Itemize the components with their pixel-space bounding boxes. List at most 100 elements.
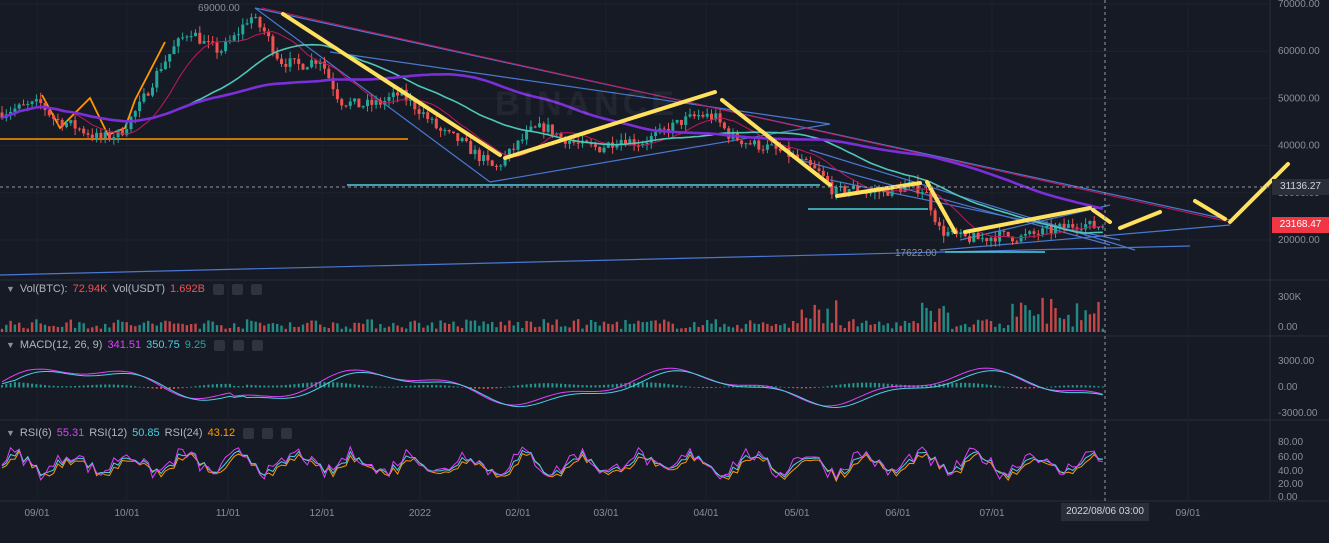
candle-body <box>267 31 271 37</box>
close-icon[interactable] <box>281 427 293 439</box>
macd-histogram-bar <box>177 387 180 389</box>
volume-bar <box>91 327 94 332</box>
candle-body <box>202 41 206 44</box>
candle-body <box>538 123 541 128</box>
candle-body <box>654 132 658 136</box>
close-icon[interactable] <box>252 339 264 351</box>
volume-bar <box>301 324 305 332</box>
collapse-arrow-icon[interactable]: ▼ <box>6 340 15 350</box>
candle-body <box>813 165 817 169</box>
candle-body <box>241 24 245 35</box>
volume-bar <box>1011 303 1014 332</box>
time-tick-label: 2022 <box>409 508 432 519</box>
macd-histogram-bar <box>366 385 369 388</box>
candle-body <box>985 238 989 242</box>
candle-body <box>903 185 907 192</box>
macd-histogram-bar <box>706 387 709 388</box>
volume-bar <box>800 309 803 332</box>
volume-bar <box>78 322 81 332</box>
settings-icon[interactable] <box>214 339 226 351</box>
volume-bar <box>581 328 584 332</box>
candle-body <box>142 93 146 102</box>
macd-histogram-bar <box>929 384 932 388</box>
candle-body <box>1002 230 1006 232</box>
macd-histogram-bar <box>676 385 679 388</box>
macd-histogram-bar <box>663 383 666 388</box>
macd-histogram-bar <box>947 383 949 388</box>
candle-body <box>662 128 666 130</box>
collapse-arrow-icon[interactable]: ▼ <box>6 428 15 438</box>
volume-bar <box>430 322 434 332</box>
macd-histogram-bar <box>826 386 829 388</box>
candle-body <box>589 142 593 145</box>
macd-histogram-bar <box>1015 387 1018 389</box>
macd-histogram-bar <box>1071 385 1074 388</box>
candle-body <box>800 158 804 160</box>
hide-icon[interactable] <box>231 283 243 295</box>
candle-body <box>271 36 275 53</box>
volume-bar <box>362 323 365 332</box>
volume-bar <box>839 325 842 332</box>
macd-histogram-bar <box>542 383 545 388</box>
drawing-stroke <box>503 90 717 160</box>
candle-body <box>447 130 451 132</box>
volume-bar <box>693 322 696 332</box>
macd-histogram-bar <box>392 386 395 388</box>
volume-bar <box>572 320 576 332</box>
volume-bar <box>508 320 511 332</box>
candle-body <box>434 118 438 129</box>
macd-histogram-bar <box>684 386 687 388</box>
macd-histogram-bar <box>370 386 373 388</box>
volume-bar <box>276 323 279 332</box>
volume-bar <box>620 328 623 332</box>
volume-bar <box>761 322 765 332</box>
candle-body <box>546 124 550 132</box>
settings-icon[interactable] <box>243 427 255 439</box>
candle-body <box>499 165 503 167</box>
macd-histogram-bar <box>1058 385 1061 388</box>
candle-body <box>671 122 675 133</box>
volume-bar <box>796 323 799 332</box>
macd-histogram-bar <box>198 385 201 388</box>
candle-body <box>125 129 129 136</box>
trendline <box>489 123 831 183</box>
macd-histogram-bar <box>955 382 958 388</box>
candle-body <box>280 58 283 64</box>
candle-body <box>972 232 976 242</box>
volume-bar <box>323 326 326 332</box>
volume-bar <box>568 327 571 332</box>
candle-body <box>684 116 688 125</box>
volume-bar <box>159 322 163 332</box>
settings-icon[interactable] <box>212 283 224 295</box>
candle-body <box>675 119 679 123</box>
watermark-logo: BINANCE <box>495 85 678 123</box>
macd-histogram-bar <box>994 385 997 388</box>
macd-histogram-bar <box>431 384 433 388</box>
macd-histogram-bar <box>478 387 481 389</box>
volume-bar <box>852 319 855 332</box>
volume-bar <box>22 327 25 332</box>
volume-bar <box>577 319 580 332</box>
macd-histogram-bar <box>495 387 498 389</box>
macd-histogram-bar <box>108 384 111 388</box>
candle-body <box>69 120 73 124</box>
volume-bar <box>172 323 176 332</box>
macd-histogram-bar <box>882 383 885 388</box>
candle-body <box>632 139 636 146</box>
candle-body <box>495 165 498 167</box>
close-icon[interactable] <box>250 283 262 295</box>
volume-bar <box>589 319 593 332</box>
volume-bar <box>817 309 821 332</box>
candle-body <box>856 185 860 193</box>
hide-icon[interactable] <box>262 427 274 439</box>
macd-histogram-bar <box>594 385 597 388</box>
hide-icon[interactable] <box>233 339 245 351</box>
volume-bar <box>1019 302 1023 332</box>
volume-bar <box>1015 316 1018 332</box>
time-tick-label: 09/01 <box>1175 508 1200 519</box>
macd-histogram-bar <box>598 385 601 388</box>
candles <box>0 13 1105 247</box>
collapse-arrow-icon[interactable]: ▼ <box>6 284 15 294</box>
trendline <box>799 159 1111 246</box>
